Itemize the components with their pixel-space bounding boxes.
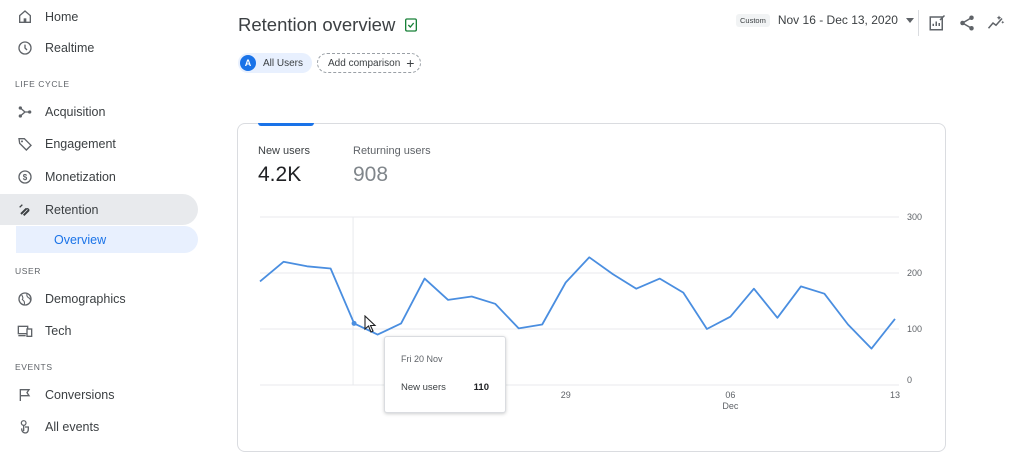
section-label-life-cycle: LIFE CYCLE bbox=[15, 79, 70, 89]
sidebar-item-tech[interactable]: Tech bbox=[0, 316, 198, 346]
chevron-down-icon bbox=[905, 17, 914, 23]
verified-report-icon bbox=[405, 18, 418, 32]
x-tick-label: 29 bbox=[561, 390, 571, 400]
edit-report-button[interactable] bbox=[927, 13, 947, 33]
globe-icon bbox=[16, 290, 34, 308]
y-tick-label: 0 bbox=[907, 375, 912, 385]
active-tab-indicator bbox=[258, 123, 314, 126]
tooltip-label: New users bbox=[401, 382, 446, 393]
sidebar-item-label: Tech bbox=[45, 324, 72, 338]
sidebar-subitem-overview[interactable]: Overview bbox=[16, 226, 198, 253]
magnet-icon bbox=[16, 201, 34, 219]
x-tick-label: 13 bbox=[890, 390, 900, 400]
data-point[interactable] bbox=[351, 320, 357, 326]
sidebar-item-demographics[interactable]: Demographics bbox=[0, 284, 198, 314]
sidebar-item-label: All events bbox=[45, 420, 100, 434]
section-label-user: USER bbox=[15, 266, 42, 276]
sidebar-item-label: Engagement bbox=[45, 137, 116, 151]
y-tick-label: 300 bbox=[907, 212, 922, 222]
sidebar-item-realtime[interactable]: Realtime bbox=[0, 33, 198, 63]
avatar: A bbox=[240, 55, 256, 71]
share-icon bbox=[960, 15, 974, 31]
sidebar-item-label: Realtime bbox=[45, 41, 95, 55]
date-range-text: Nov 16 - Dec 13, 2020 bbox=[777, 13, 898, 27]
page-title: Retention overview bbox=[238, 14, 419, 36]
chart-tooltip: Fri 20 Nov New users 110 bbox=[384, 336, 506, 413]
share-button[interactable] bbox=[957, 13, 977, 33]
sidebar-item-label: Conversions bbox=[45, 388, 115, 402]
sidebar-item-engagement[interactable]: Engagement bbox=[0, 129, 198, 159]
retention-card: New users 4.2K Returning users 908 0 100 2… bbox=[237, 123, 946, 452]
x-tick-label: 06 bbox=[725, 390, 735, 400]
sidebar-item-label: Home bbox=[45, 10, 79, 24]
metric-label: Returning users bbox=[353, 145, 431, 157]
y-tick-label: 100 bbox=[907, 324, 922, 334]
sidebar-item-retention[interactable]: Retention bbox=[0, 194, 198, 225]
tag-icon bbox=[16, 135, 34, 153]
edit-report-icon bbox=[929, 14, 946, 31]
plus-icon: + bbox=[406, 55, 415, 71]
acquisition-icon bbox=[16, 103, 34, 121]
sidebar-item-acquisition[interactable]: Acquisition bbox=[0, 97, 198, 127]
sidebar-item-label: Retention bbox=[45, 202, 99, 217]
add-comparison-button[interactable]: Add comparison + bbox=[317, 53, 422, 73]
clock-icon bbox=[16, 39, 34, 57]
page-title-text: Retention overview bbox=[238, 14, 396, 35]
insights-icon bbox=[987, 15, 1005, 29]
sidebar-item-label: Acquisition bbox=[45, 105, 106, 119]
devices-icon bbox=[16, 322, 34, 340]
metric-new-users[interactable]: New users 4.2K bbox=[258, 145, 310, 187]
tooltip-value: 110 bbox=[473, 382, 489, 393]
all-users-label: All Users bbox=[263, 57, 304, 69]
sidebar-item-all-events[interactable]: All events bbox=[0, 412, 198, 442]
svg-text:$: $ bbox=[23, 173, 28, 182]
date-range-picker[interactable]: Custom Nov 16 - Dec 13, 2020 bbox=[736, 13, 914, 27]
header-divider bbox=[918, 10, 919, 36]
sidebar-item-monetization[interactable]: $ Monetization bbox=[0, 162, 198, 192]
all-users-chip[interactable]: A All Users bbox=[238, 53, 313, 73]
custom-chip: Custom bbox=[736, 13, 770, 27]
flag-icon bbox=[16, 386, 34, 404]
sidebar-item-home[interactable]: Home bbox=[0, 2, 198, 32]
metric-label: New users bbox=[258, 145, 310, 157]
y-tick-label: 200 bbox=[907, 268, 922, 278]
touch-icon bbox=[16, 418, 34, 436]
metric-value: 4.2K bbox=[258, 163, 302, 186]
series-line-new-users[interactable] bbox=[259, 256, 896, 350]
add-comparison-label: Add comparison bbox=[328, 57, 401, 69]
section-label-events: EVENTS bbox=[15, 362, 53, 372]
dollar-icon: $ bbox=[16, 168, 34, 186]
x-tick-sublabel: Dec bbox=[722, 401, 739, 411]
sidebar-item-label: Demographics bbox=[45, 292, 126, 306]
insights-button[interactable] bbox=[986, 13, 1006, 33]
tooltip-date: Fri 20 Nov bbox=[401, 354, 443, 364]
sidebar-item-label: Monetization bbox=[45, 170, 116, 184]
home-icon bbox=[16, 8, 34, 26]
metric-value: 908 bbox=[353, 163, 389, 186]
metric-returning-users[interactable]: Returning users 908 bbox=[353, 145, 431, 187]
mouse-pointer-icon bbox=[364, 315, 377, 333]
sidebar: Home Realtime LIFE CYCLE Acquisition Eng… bbox=[0, 0, 205, 457]
sidebar-item-conversions[interactable]: Conversions bbox=[0, 380, 198, 410]
